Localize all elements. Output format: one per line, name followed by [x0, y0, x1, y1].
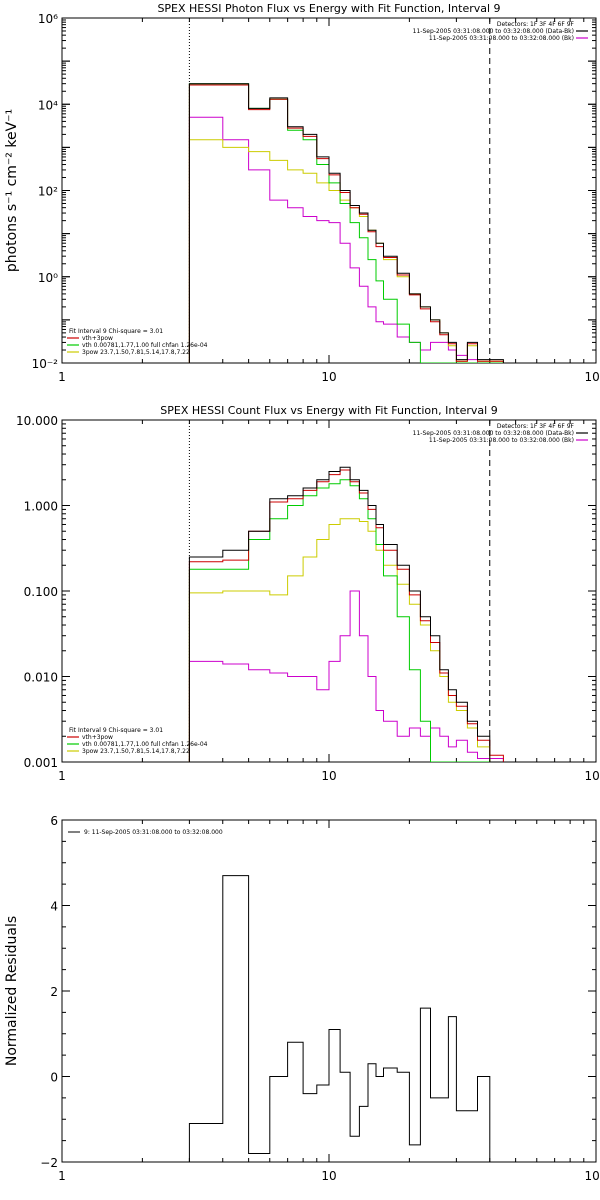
y-tick-label: 10.000 — [16, 414, 58, 428]
legend-bottom-entry: vth 0.00781,1.77,1.00 full chfan 1.26e-0… — [82, 342, 208, 349]
legend-top-entry: 11-Sep-2005 03:31:08.000 to 03:32:08.000… — [429, 437, 574, 444]
y-axis-label: Normalized Residuals — [4, 916, 20, 1066]
legend-top-entry: 11-Sep-2005 03:31:08.000 to 03:32:08.000… — [429, 35, 574, 42]
legend-bottom-entry: vth 0.00781,1.77,1.00 full chfan 1.26e-0… — [82, 741, 208, 748]
x-tick-label: 10 — [321, 1169, 336, 1183]
legend-bottom-entry: 3pow 23.7,1.50,7.81,5.14,17.8,7.22 — [82, 748, 190, 755]
y-tick-label: 0.100 — [24, 585, 58, 599]
legend-bottom-entry: Fit Interval 9 Chi-square = 3.01 — [69, 727, 163, 734]
y-tick-label: 0 — [50, 1071, 58, 1085]
legend-top-entry: 11-Sep-2005 03:31:08.000 to 03:32:08.000… — [413, 430, 574, 437]
y-tick-label: 2 — [50, 985, 58, 999]
y-tick-label: 10⁴ — [38, 98, 58, 112]
panel-2: SPEX HESSI Count Flux vs Energy with Fit… — [16, 404, 600, 783]
y-tick-label: 10⁶ — [38, 12, 58, 26]
legend-bottom-entry: Fit Interval 9 Chi-square = 3.01 — [69, 328, 163, 335]
series-pow-step — [188, 518, 504, 762]
y-tick-label: −2 — [40, 1156, 58, 1170]
x-tick-label: 1 — [58, 370, 66, 384]
x-tick-label: 10 — [321, 769, 336, 783]
series-pow-step — [188, 139, 504, 363]
legend-top-entry: Detectors: 1F 3F 4F 6F 9F — [497, 21, 575, 28]
series-data-step — [188, 875, 491, 1162]
y-axis-label: photons s⁻¹ cm⁻² keV⁻¹ — [4, 109, 20, 272]
series-bk-step — [188, 590, 504, 762]
y-tick-label: 10⁰ — [38, 271, 58, 285]
legend-bottom-entry: 3pow 23.7,1.50,7.81,5.14,17.8,7.22 — [82, 349, 190, 356]
y-tick-label: 4 — [50, 900, 58, 914]
chart-title: SPEX HESSI Count Flux vs Energy with Fit… — [160, 404, 497, 417]
series-vth-step — [188, 83, 504, 363]
series-vth-step — [188, 479, 504, 762]
y-tick-label: 0.010 — [24, 671, 58, 685]
y-tick-label: 0.001 — [24, 756, 58, 770]
x-tick-label: 1 — [58, 769, 66, 783]
x-tick-label: 100 — [585, 370, 600, 384]
plot-frame — [61, 819, 597, 1163]
panel-3: 1 10 100 −2 0 2 4 6 Normalized Residuals 9: 11-Se… — [4, 814, 600, 1183]
series-total-step — [188, 84, 504, 363]
x-tick-label: 100 — [585, 1169, 600, 1183]
panel-1: SPEX HESSI Photon Flux vs Energy with Fi… — [4, 2, 600, 384]
legend-top-entry: 11-Sep-2005 03:31:08.000 to 03:32:08.000… — [413, 28, 574, 35]
y-tick-label: 1.000 — [24, 500, 58, 514]
legend-bottom-entry: vth+3pow — [82, 335, 113, 342]
x-tick-label: 1 — [58, 1169, 66, 1183]
y-tick-label: 10² — [38, 185, 58, 199]
series-data-step — [188, 83, 504, 363]
plot-area — [188, 875, 491, 1162]
legend-bottom-entry: vth+3pow — [82, 734, 113, 741]
legend-entry: 9: 11-Sep-2005 03:31:08.000 to 03:32:08.… — [84, 829, 223, 836]
y-tick-label: 6 — [50, 814, 58, 828]
series-total-step — [188, 469, 504, 762]
x-tick-label: 10 — [321, 370, 336, 384]
legend-top-entry: Detectors: 1F 3F 4F 6F 9F — [497, 423, 575, 430]
y-tick-label: 10⁻² — [32, 357, 59, 371]
series-data-step — [188, 466, 504, 762]
series-bk-step — [188, 116, 504, 363]
plot-area — [188, 83, 504, 363]
x-tick-label: 100 — [585, 769, 600, 783]
plot-area — [188, 466, 504, 762]
chart-title: SPEX HESSI Photon Flux vs Energy with Fi… — [157, 2, 500, 15]
